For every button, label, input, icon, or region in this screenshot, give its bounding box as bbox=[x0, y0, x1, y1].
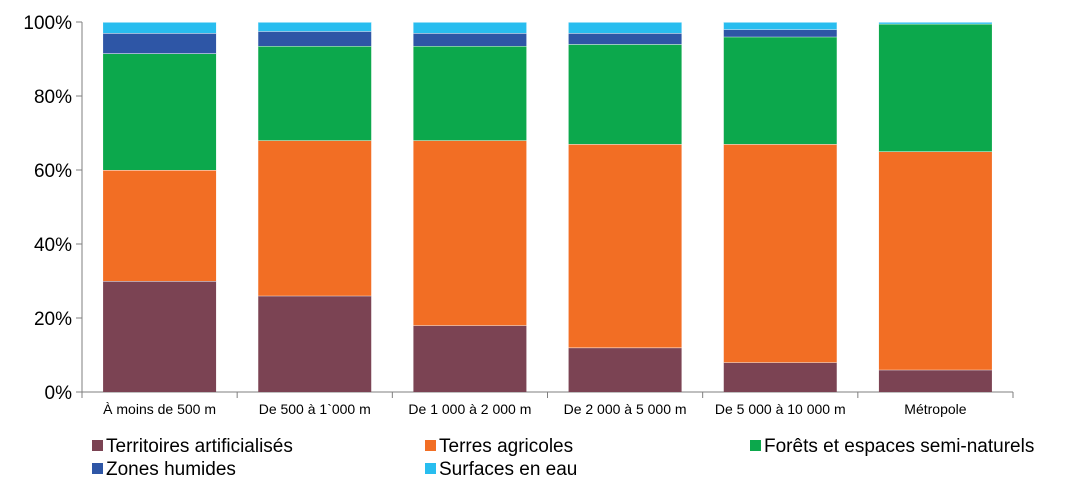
bars bbox=[103, 21, 992, 392]
axis-labels: 0% 20% 40% 60% 80% 100% À moins de 500 m De 500… bbox=[23, 13, 966, 417]
bar-segment-territoires-artificialises bbox=[723, 362, 837, 392]
bar-segment-territoires-artificialises bbox=[878, 369, 992, 392]
legend-label: Territoires artificialisés bbox=[106, 436, 293, 457]
x-category-label: De 1 000 à 2 000 m bbox=[408, 401, 531, 417]
bar-segment-surfaces-en-eau bbox=[878, 22, 992, 24]
legend-swatch-forets-et-espaces-semi-naturels bbox=[750, 440, 761, 451]
x-category-label: De 2 000 à 5 000 m bbox=[564, 401, 687, 417]
bar-segment-surfaces-en-eau bbox=[568, 22, 682, 34]
bar-segment-forets-et-espaces-semi-naturels bbox=[568, 44, 682, 145]
bar-segment-territoires-artificialises bbox=[413, 325, 527, 392]
bar-segment-forets-et-espaces-semi-naturels bbox=[103, 53, 217, 171]
bar-segment-forets-et-espaces-semi-naturels bbox=[258, 46, 372, 141]
y-tick-label: 20% bbox=[34, 309, 72, 330]
bar-segment-forets-et-espaces-semi-naturels bbox=[413, 46, 527, 141]
y-tick-label: 0% bbox=[45, 383, 73, 404]
legend-label: Forêts et espaces semi-naturels bbox=[764, 436, 1034, 457]
bar-segment-terres-agricoles bbox=[723, 144, 837, 363]
bar-segment-forets-et-espaces-semi-naturels bbox=[723, 36, 837, 145]
x-category-label: À moins de 500 m bbox=[103, 401, 216, 417]
y-tick-label: 40% bbox=[34, 235, 72, 256]
bar-segment-territoires-artificialises bbox=[103, 281, 217, 392]
bar-segment-zones-humides bbox=[723, 29, 837, 37]
y-tick-label: 80% bbox=[34, 87, 72, 108]
bar-segment-zones-humides bbox=[413, 33, 527, 47]
bar-segment-surfaces-en-eau bbox=[413, 22, 527, 34]
legend-label: Terres agricoles bbox=[439, 436, 573, 457]
x-category-label: De 500 à 1`000 m bbox=[259, 401, 371, 417]
y-tick-label: 60% bbox=[34, 161, 72, 182]
bar-segment-territoires-artificialises bbox=[258, 295, 372, 392]
bar-segment-surfaces-en-eau bbox=[723, 22, 837, 30]
bar-segment-terres-agricoles bbox=[413, 140, 527, 326]
bar-segment-terres-agricoles bbox=[568, 144, 682, 348]
legend-swatch-territoires-artificialises bbox=[92, 440, 103, 451]
legend-label: Surfaces en eau bbox=[439, 459, 577, 480]
legend-swatch-zones-humides bbox=[92, 463, 103, 474]
bar-segment-zones-humides bbox=[568, 33, 682, 45]
x-category-label: De 5 000 à 10 000 m bbox=[715, 401, 846, 417]
x-category-label: Métropole bbox=[904, 401, 966, 417]
bar-segment-terres-agricoles bbox=[103, 170, 217, 281]
bar-segment-terres-agricoles bbox=[258, 140, 372, 296]
bar-segment-surfaces-en-eau bbox=[103, 22, 217, 34]
legend: Territoires artificialisés Terres agricol… bbox=[92, 436, 1034, 480]
bar-segment-territoires-artificialises bbox=[568, 347, 682, 392]
bar-segment-terres-agricoles bbox=[878, 151, 992, 370]
axes bbox=[76, 21, 1014, 398]
bar-segment-forets-et-espaces-semi-naturels bbox=[878, 23, 992, 152]
legend-label: Zones humides bbox=[106, 459, 236, 480]
bar-segment-zones-humides bbox=[103, 33, 217, 54]
bar-segment-zones-humides bbox=[258, 31, 372, 47]
bar-segment-surfaces-en-eau bbox=[258, 22, 372, 32]
y-tick-label: 100% bbox=[23, 13, 72, 34]
legend-swatch-surfaces-en-eau bbox=[425, 463, 436, 474]
legend-swatch-terres-agricoles bbox=[425, 440, 436, 451]
